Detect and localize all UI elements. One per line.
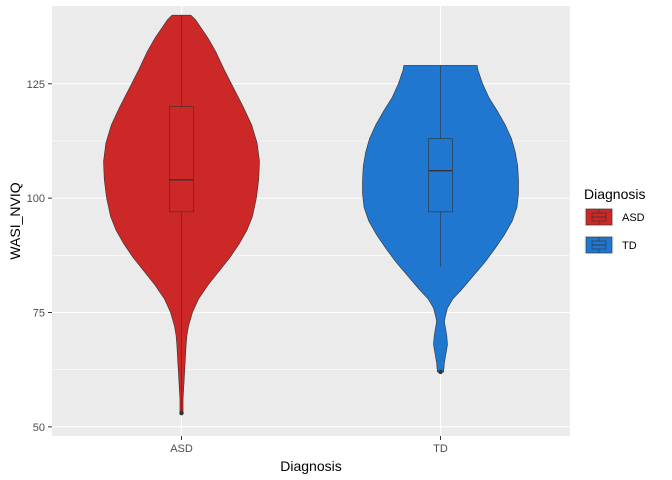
legend: Diagnosis ASD TD [584, 186, 645, 254]
violin-td [362, 65, 519, 375]
x-axis-title: Diagnosis [280, 458, 341, 474]
violin-asd [103, 14, 260, 416]
y-tick-label: 50 [33, 422, 45, 434]
box [428, 138, 453, 213]
outlier-point [438, 369, 443, 375]
y-axis: 50 75 100 125 [27, 79, 52, 434]
y-axis-title: WASI_NVIQ [7, 182, 23, 259]
legend-key-td [584, 236, 614, 254]
violins [103, 14, 519, 416]
legend-label-asd: ASD [622, 212, 645, 224]
x-tick-label: TD [433, 443, 448, 455]
legend-key-asd [584, 208, 614, 226]
legend-label-td: TD [622, 240, 637, 252]
x-axis: ASD TD [170, 436, 448, 455]
outlier-point [179, 410, 184, 416]
legend-title: Diagnosis [584, 186, 645, 202]
y-tick-label: 100 [27, 193, 45, 205]
y-tick-label: 125 [27, 79, 45, 91]
box [169, 106, 194, 213]
y-tick-label: 75 [33, 307, 45, 319]
x-tick-label: ASD [170, 443, 193, 455]
